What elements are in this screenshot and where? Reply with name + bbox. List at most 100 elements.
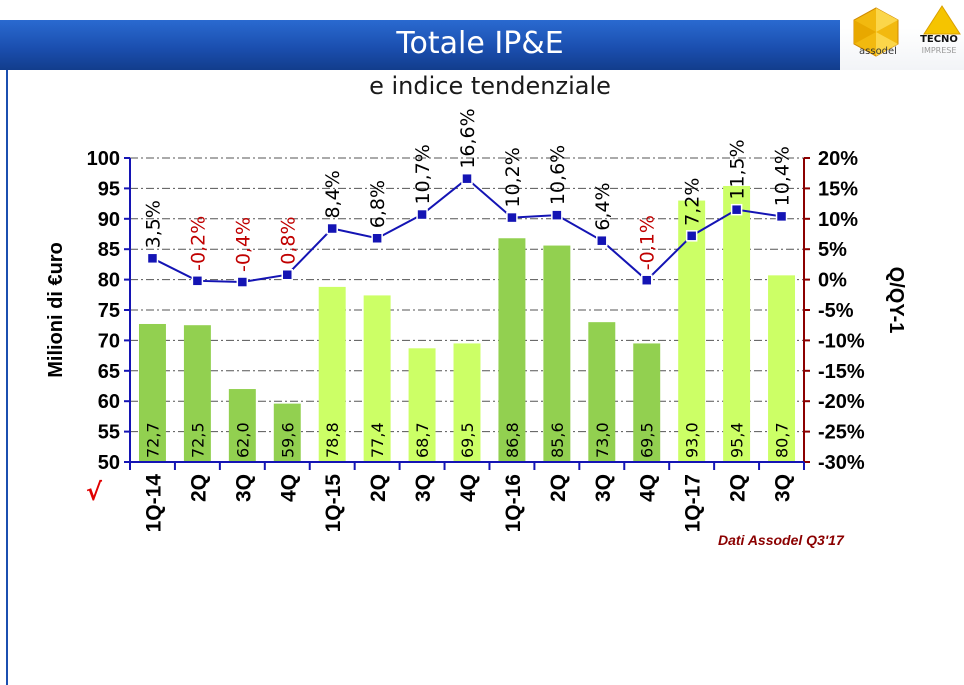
bar-value-label: 78,8: [323, 422, 342, 458]
page-subtitle: e indice tendenziale: [369, 72, 611, 100]
bar: [768, 275, 796, 462]
line-point: [191, 275, 204, 287]
x-tick-label: 2Q: [187, 474, 210, 502]
y2-tick-label: 20%: [818, 148, 858, 170]
line-point: [236, 276, 249, 288]
line-value-label: 10,6%: [547, 145, 569, 205]
y2-tick-label: -20%: [818, 391, 865, 413]
bar: [363, 295, 391, 462]
bar-value-label: 62,0: [233, 422, 252, 458]
y-tick-label: 85: [98, 239, 120, 261]
y2-tick-label: 0%: [818, 270, 847, 292]
x-tick-label: 3Q: [592, 474, 615, 502]
source-note: Dati Assodel Q3'17: [718, 532, 844, 548]
y2-tick-label: -25%: [818, 422, 865, 444]
x-tick-label: 2Q: [547, 474, 570, 502]
x-tick-label: 1Q-14: [142, 474, 165, 533]
bar-value-label: 69,5: [638, 422, 657, 458]
y2-tick-label: -5%: [818, 300, 854, 322]
line-value-label: -0,2%: [187, 216, 209, 271]
y-tick-label: 60: [98, 391, 120, 413]
page-title: Totale IP&E: [396, 26, 564, 61]
tecnoimprese-logo-label: TECNO: [920, 34, 958, 45]
bar-value-label: 85,6: [548, 422, 567, 458]
assodel-logo-label: assodel: [859, 46, 897, 57]
x-tick-label: 4Q: [457, 474, 480, 502]
bar-value-label: 93,0: [683, 422, 702, 458]
line-value-label: 8,4%: [322, 170, 344, 218]
y-tick-label: 90: [98, 209, 120, 231]
y-tick-label: 80: [98, 270, 120, 292]
line-value-label: 10,7%: [412, 144, 434, 204]
line-point: [640, 274, 653, 286]
line-point: [146, 252, 159, 265]
bar-value-label: 86,8: [503, 422, 522, 458]
y-tick-label: 55: [98, 422, 120, 444]
y2-tick-label: -30%: [818, 452, 865, 474]
bar: [588, 322, 616, 462]
line-value-label: 11,5%: [727, 139, 749, 199]
text-layer: 100 20% 95 15% 90 10% 85 5% 80 0% 75 -5% 70 -10% 65 -15…: [45, 108, 907, 532]
line-value-label: 7,2%: [682, 178, 704, 226]
y2-tick-label: 15%: [818, 178, 858, 200]
bar-value-label: 68,7: [413, 422, 432, 458]
y-tick-label: 95: [98, 178, 120, 200]
line-value-label: 10,2%: [502, 147, 524, 207]
bar-layer: [138, 185, 796, 462]
line-point: [416, 208, 428, 221]
title-bar: [0, 20, 840, 70]
bar: [453, 343, 481, 462]
bar: [408, 348, 436, 462]
line-point: [371, 232, 383, 245]
bar-value-label: 80,7: [773, 422, 792, 458]
line-layer: [146, 172, 788, 288]
line-point: [775, 210, 788, 223]
y2-tick-label: 10%: [818, 209, 858, 231]
tecnoimprese-logo-icon: [923, 5, 961, 35]
line-value-label: -0,4%: [232, 217, 254, 272]
line-value-label: 6,8%: [367, 180, 389, 228]
left-accent-rule: [6, 70, 8, 685]
bar: [318, 286, 346, 462]
line-point: [551, 209, 563, 221]
bar-value-label: 72,5: [188, 422, 207, 458]
x-tick-label: 1Q-15: [322, 474, 345, 533]
bar: [543, 245, 571, 462]
line-value-label: 10,4%: [772, 146, 794, 206]
line-value-label: 3,5%: [142, 200, 164, 248]
x-tick-label: 4Q: [637, 474, 660, 502]
line-point: [281, 268, 294, 281]
axis-break-icon: √: [86, 478, 103, 506]
bar: [723, 185, 751, 462]
y2-tick-label: 5%: [818, 239, 847, 261]
y-tick-label: 70: [98, 330, 120, 352]
y-tick-label: 75: [98, 300, 120, 322]
bar-value-label: 69,5: [458, 422, 477, 458]
tecnoimprese-logo-sublabel: IMPRESE: [921, 46, 957, 55]
line-value-label: 16,6%: [457, 108, 479, 168]
y2-tick-label: -10%: [818, 330, 865, 352]
y-tick-label: 100: [87, 148, 120, 170]
bar-value-label: 72,7: [143, 422, 162, 458]
y2-axis-title: Q/QY-1: [885, 267, 907, 334]
line-value-label: 0,8%: [277, 216, 299, 264]
line-point: [730, 203, 743, 216]
bar: [183, 325, 211, 462]
bar: [228, 389, 256, 462]
bar-value-label: 77,4: [368, 422, 387, 458]
x-tick-label: 3Q: [412, 474, 435, 502]
bar-value-label: 59,6: [278, 422, 297, 458]
x-tick-label: 2Q: [367, 474, 390, 502]
bar-value-label: 95,4: [728, 422, 747, 458]
line-value-label: -0,1%: [637, 215, 659, 270]
line-point: [326, 222, 338, 235]
x-tick-label: 1Q-17: [682, 474, 705, 532]
line-point: [685, 230, 698, 242]
line-point: [596, 234, 608, 247]
y2-tick-label: -15%: [818, 361, 865, 383]
line-value-label: 6,4%: [592, 182, 614, 230]
y-tick-label: 50: [98, 452, 120, 474]
x-tick-label: 3Q: [772, 474, 795, 502]
bar: [273, 403, 301, 462]
